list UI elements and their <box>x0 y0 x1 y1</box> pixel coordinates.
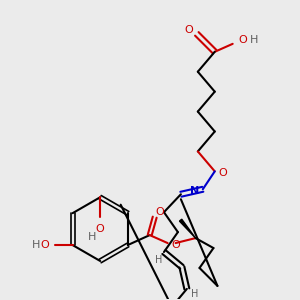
Text: O: O <box>40 240 49 250</box>
Text: H: H <box>249 35 258 45</box>
Text: O: O <box>171 240 180 250</box>
Text: H: H <box>155 255 163 265</box>
Text: H: H <box>88 232 96 242</box>
Polygon shape <box>179 219 196 238</box>
Text: N: N <box>190 186 200 196</box>
Text: O: O <box>184 25 193 35</box>
Text: H: H <box>32 240 40 250</box>
Text: H: H <box>191 289 199 299</box>
Text: O: O <box>96 224 105 234</box>
Text: O: O <box>218 168 227 178</box>
Text: O: O <box>155 207 164 217</box>
Text: O: O <box>238 35 247 45</box>
